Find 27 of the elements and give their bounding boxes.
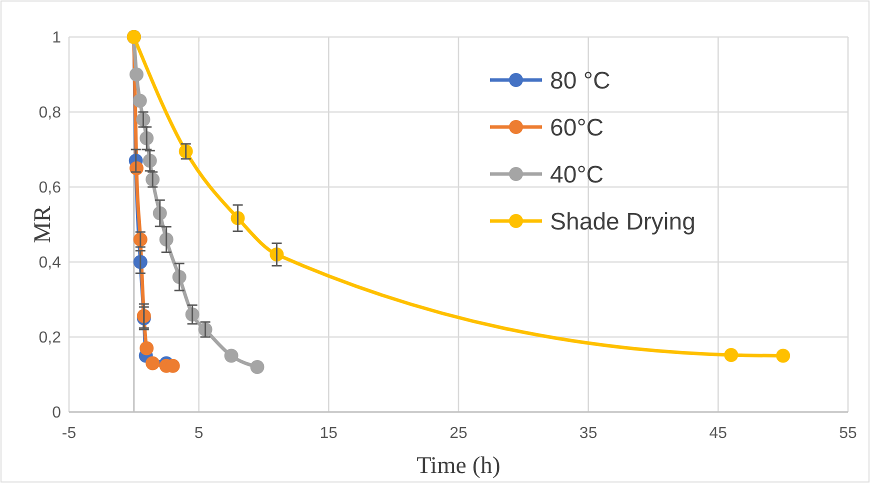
y-tick-label: 0,4 (38, 254, 62, 272)
point (132, 94, 147, 108)
y-tick-label: 0,6 (38, 180, 62, 197)
legend-label: 60°C (550, 114, 604, 142)
y-tick-label: 0,8 (38, 104, 62, 122)
point (776, 348, 790, 363)
x-tick-label: 35 (579, 425, 598, 442)
point (130, 68, 144, 82)
point (724, 348, 738, 362)
x-axis-title: Time (h) (416, 453, 500, 479)
x-tick-label: -5 (62, 425, 76, 442)
point (146, 356, 160, 370)
legend-label: 40°C (550, 161, 604, 188)
y-tick-label: 0,2 (38, 330, 62, 347)
x-tick-label: 25 (450, 425, 468, 442)
point (250, 360, 264, 374)
x-tick-label: 5 (194, 425, 204, 442)
legend-label: Shade Drying (550, 208, 696, 236)
x-tick-label: 15 (320, 425, 338, 442)
x-tick-label: 55 (839, 425, 857, 442)
y-tick-label: 0 (52, 404, 62, 422)
y-axis-title: MR (30, 206, 56, 244)
x-tick-label: 45 (709, 425, 728, 442)
legend-label: 80 °C (550, 67, 610, 94)
point (140, 341, 154, 356)
point (224, 348, 238, 363)
y-tick-label: 1 (52, 30, 62, 47)
